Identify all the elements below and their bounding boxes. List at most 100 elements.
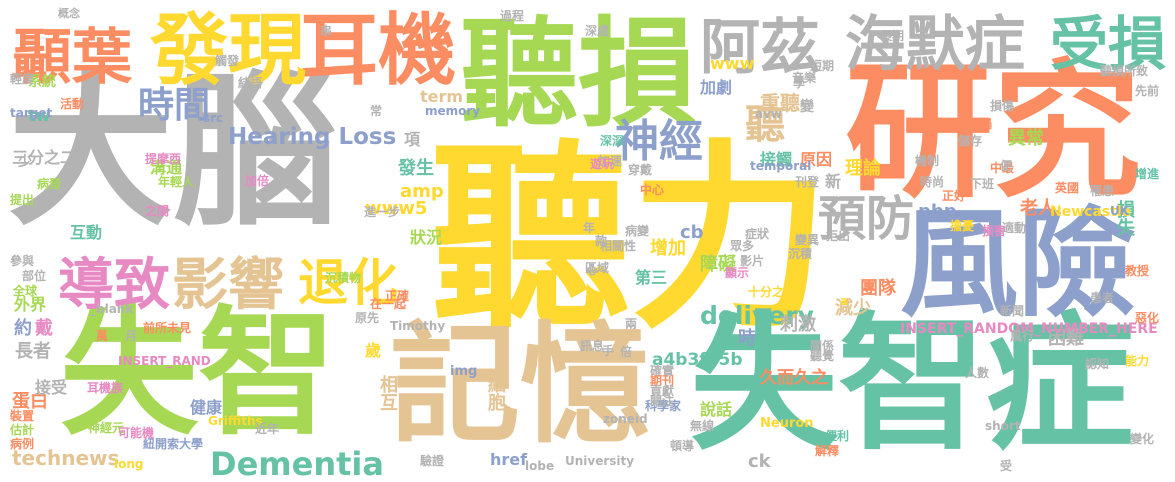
cloud-word: 長期 xyxy=(880,29,905,43)
cloud-word: 便利 xyxy=(825,429,850,443)
cloud-word: INSERT_RAND xyxy=(118,354,211,368)
cloud-word: amp xyxy=(400,181,444,202)
cloud-word: 新 xyxy=(825,172,842,191)
cloud-word: 沉積物 xyxy=(325,271,362,285)
cloud-word: 第三 xyxy=(635,268,668,287)
cloud-word: 增進 xyxy=(1135,167,1160,181)
cloud-word: 變化 xyxy=(1130,432,1155,446)
cloud-word: 受損 xyxy=(1050,10,1167,78)
cloud-word: 月 xyxy=(125,329,138,343)
cloud-word: 健康 xyxy=(190,398,223,417)
cloud-word: technews xyxy=(12,446,120,470)
cloud-word: 失智症 xyxy=(690,298,1134,470)
cloud-word: 說話 xyxy=(700,400,733,419)
cloud-word: 提摩西 xyxy=(145,152,182,166)
cloud-word: 互動 xyxy=(70,223,103,242)
cloud-word: 原因 xyxy=(800,150,833,169)
cloud-word: 頓導 xyxy=(670,439,695,453)
cloud-word: 學 xyxy=(793,76,806,90)
cloud-word: 風險 xyxy=(900,195,1137,333)
cloud-word: 損失 xyxy=(1114,200,1135,236)
cloud-word: 過程 xyxy=(500,9,525,23)
cloud-word: 區域 xyxy=(585,261,610,275)
cloud-word: 年 xyxy=(583,221,596,235)
cloud-word: Timothy xyxy=(390,319,446,333)
cloud-word: 細胞 xyxy=(485,375,506,411)
cloud-word: 大腦 xyxy=(8,56,338,248)
cloud-word: avw xyxy=(755,107,783,121)
cloud-word: 結語 xyxy=(238,76,263,90)
cloud-word: 重聽 xyxy=(760,91,800,115)
cloud-word: 阿茲 xyxy=(700,13,820,83)
cloud-word: 參與 xyxy=(10,254,35,268)
cloud-word: lobe xyxy=(525,459,555,473)
cloud-word: 時間 xyxy=(138,85,211,126)
cloud-word: 久而久之 xyxy=(760,368,828,388)
cloud-word: 手 xyxy=(602,344,615,358)
cloud-word: 正好 xyxy=(942,189,967,203)
cloud-word: 原先 xyxy=(355,311,380,325)
cloud-word: 三分之二 xyxy=(12,148,77,167)
cloud-word: 全球 xyxy=(13,284,38,298)
cloud-word: 在一起 xyxy=(370,297,407,311)
cloud-word: 下班 xyxy=(970,177,995,191)
cloud-word: 減少 xyxy=(835,298,871,319)
cloud-word: 估計 xyxy=(10,423,35,437)
cloud-word: 提出 xyxy=(10,193,35,207)
cloud-word: 少 xyxy=(18,154,32,170)
cloud-word: zoneid xyxy=(603,412,648,426)
cloud-word: 聽損 xyxy=(460,5,697,143)
cloud-word: target xyxy=(10,106,53,120)
cloud-word: long xyxy=(114,457,144,471)
cloud-word: 異常 xyxy=(1008,128,1044,149)
cloud-word: 中最 xyxy=(990,161,1015,175)
cloud-word: 深處 xyxy=(585,24,610,38)
cloud-word: 人數 xyxy=(965,366,990,380)
cloud-word: 訊息 xyxy=(580,339,605,353)
cloud-word: 預防 xyxy=(818,191,915,247)
cloud-word: Dementia xyxy=(210,445,384,482)
cloud-word: 刺激 xyxy=(780,314,816,335)
cloud-word: 關係 xyxy=(810,339,835,353)
cloud-word: 之間 xyxy=(145,204,170,218)
cloud-word: 海默症 xyxy=(845,10,1025,80)
cloud-word: 顯示 xyxy=(725,266,750,280)
cloud-word: 輕度 xyxy=(10,72,35,86)
cloud-word: 加速 xyxy=(598,154,623,168)
cloud-word: img xyxy=(450,364,478,379)
cloud-word: www xyxy=(710,54,755,73)
cloud-word: 神經 xyxy=(615,116,703,167)
cloud-word: 英國 xyxy=(1055,181,1080,195)
cloud-word: 障礙 xyxy=(700,254,736,275)
cloud-word: temporal xyxy=(750,159,812,173)
cloud-word: 款 xyxy=(595,234,608,248)
cloud-word: 聽覺 xyxy=(810,349,835,363)
cloud-word: Hearing Loss xyxy=(228,124,397,150)
cloud-word: Newcastle xyxy=(1050,204,1132,220)
cloud-word: 先前 xyxy=(1135,84,1160,98)
cloud-word: cb xyxy=(680,222,704,243)
cloud-word: 前所未見 xyxy=(143,321,192,335)
cloud-word: Griffiths xyxy=(208,414,263,428)
cloud-word: 耳蝸 xyxy=(968,117,993,131)
cloud-word: 常 xyxy=(370,104,383,118)
cloud-word: 倍 xyxy=(620,345,633,359)
cloud-word: 相互 xyxy=(377,375,398,411)
cloud-word: 患者 xyxy=(1090,291,1115,305)
cloud-word: 退化 xyxy=(298,254,398,312)
cloud-word: 刊登 xyxy=(795,175,820,189)
cloud-word: 外界 xyxy=(14,295,47,314)
cloud-word: 進一步 xyxy=(364,205,401,219)
cloud-word: 中心 xyxy=(640,183,665,197)
cloud-word: 導致 xyxy=(58,253,170,318)
cloud-word: 串 xyxy=(320,24,333,38)
cloud-word: UK xyxy=(1110,204,1130,218)
cloud-word: php xyxy=(918,201,957,222)
cloud-word: a4b3f35b xyxy=(652,350,743,370)
cloud-word: 惡化 xyxy=(1135,311,1160,325)
cloud-word: 耳機族 xyxy=(87,381,124,395)
cloud-word: 系統 xyxy=(28,74,56,90)
cloud-word: 長者 xyxy=(15,341,51,362)
cloud-word: 症狀 xyxy=(745,227,770,241)
